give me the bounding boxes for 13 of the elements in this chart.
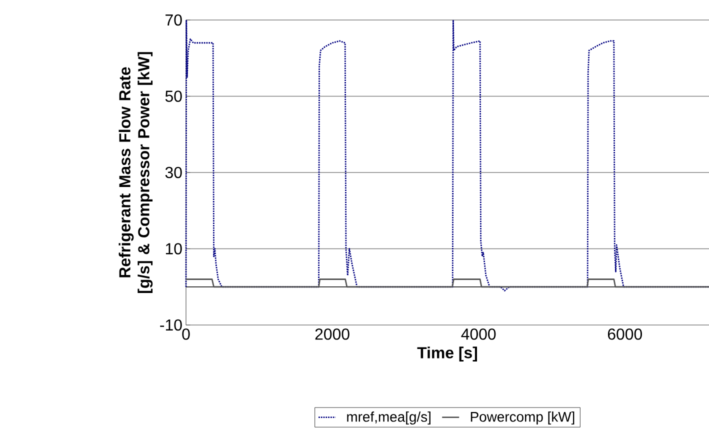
x-tick-label: 4000 (461, 328, 496, 340)
y-tick-label: 70 (166, 14, 182, 26)
y-tick-label: 30 (165, 166, 182, 178)
x-axis-title: Time [s] (417, 346, 477, 362)
legend-label: mref,mea[g/s] (347, 412, 430, 425)
legend-label: Powercomp [kW] (470, 412, 574, 425)
x-tick-label: 2000 (315, 328, 350, 340)
y-tick-label: 10 (166, 243, 182, 254)
y-axis-title: Refrigerant Mass Flow Rate [g/s] & Compressor Power [kW] (118, 52, 153, 293)
x-tick-label: 0 (182, 328, 190, 340)
y-tick-label: 50 (165, 90, 182, 102)
x-tick-label: 6000 (608, 328, 642, 340)
y-tick-label: -10 (160, 319, 182, 331)
